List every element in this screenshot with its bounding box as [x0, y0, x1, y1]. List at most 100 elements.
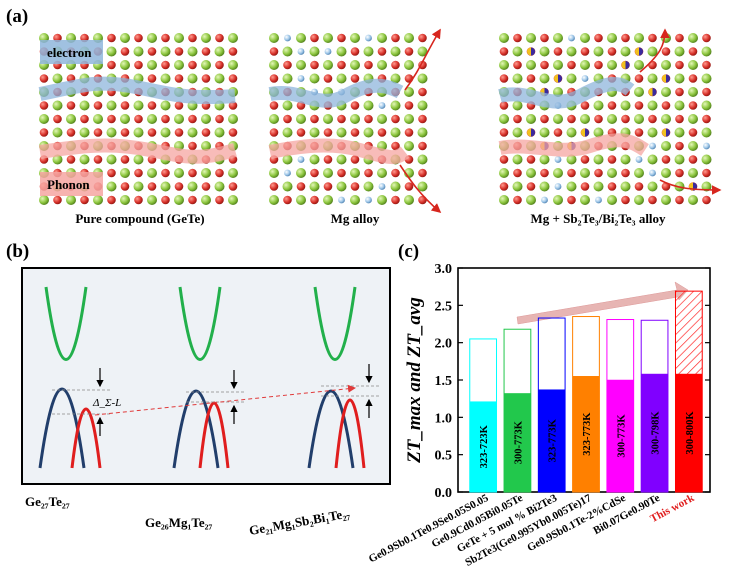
ge-atom — [594, 33, 603, 43]
ge-atom — [188, 168, 197, 178]
mg-atom — [541, 196, 548, 204]
lattice-panel-pure: electron Phonon — [38, 33, 238, 205]
conduction-band — [178, 286, 222, 361]
te-atom — [147, 60, 157, 70]
te-atom — [701, 46, 712, 57]
ge-atom — [66, 155, 76, 164]
te-atom — [647, 154, 658, 165]
ge-atom — [688, 155, 698, 164]
ge-atom — [702, 60, 711, 70]
te-atom — [404, 87, 414, 97]
ge-atom — [161, 33, 170, 43]
sb-atom — [625, 61, 630, 69]
ge-atom — [134, 114, 143, 124]
te-atom — [187, 46, 198, 57]
ge-atom — [134, 33, 143, 43]
ge-atom — [702, 114, 711, 124]
ge-atom — [228, 47, 238, 56]
te-atom — [336, 46, 347, 57]
ge-atom — [147, 74, 157, 83]
te-atom — [133, 127, 144, 138]
ge-atom — [283, 195, 292, 205]
bi-atom — [621, 61, 626, 69]
te-atom — [553, 168, 563, 178]
te-atom — [269, 114, 279, 124]
te-atom — [309, 46, 320, 57]
ge-atom — [296, 182, 306, 191]
ge-atom — [228, 128, 238, 137]
ge-atom — [634, 128, 644, 137]
ge-atom — [702, 195, 711, 205]
ge-atom — [607, 182, 617, 191]
ge-atom — [418, 141, 427, 151]
te-atom — [282, 46, 293, 57]
te-atom — [417, 181, 428, 192]
L-valence-band — [70, 407, 102, 469]
sb-atom — [639, 47, 643, 56]
ge-atom — [540, 33, 549, 43]
ge-atom — [107, 60, 116, 70]
te-atom — [66, 195, 76, 205]
phonon-legend-box — [40, 172, 103, 196]
te-atom — [688, 168, 698, 178]
te-atom — [133, 154, 144, 165]
te-atom — [661, 195, 671, 205]
ge-atom — [391, 60, 400, 70]
ge-atom — [323, 128, 333, 137]
te-atom — [309, 181, 320, 192]
te-atom — [593, 127, 604, 138]
phonon-legend-label: Phonon — [47, 177, 90, 192]
ge-atom — [634, 182, 644, 191]
sigma-valence-band — [172, 389, 220, 469]
te-atom — [661, 141, 671, 151]
ge-atom — [499, 47, 509, 56]
phonon-path — [268, 138, 410, 164]
te-atom — [647, 100, 658, 111]
te-atom — [269, 168, 279, 178]
ge-atom — [675, 114, 684, 124]
te-atom — [526, 114, 536, 124]
ge-atom — [174, 128, 184, 137]
te-atom — [228, 33, 238, 43]
ge-atom — [675, 195, 684, 205]
te-atom — [336, 181, 347, 192]
te-atom — [688, 33, 698, 43]
ge-atom — [688, 101, 698, 110]
ge-atom — [120, 155, 130, 164]
te-atom — [201, 141, 211, 151]
te-atom — [512, 73, 523, 84]
te-atom — [323, 168, 333, 178]
bar-zt-avg — [640, 373, 669, 493]
composition-2: Ge₂₁Mg₁Sb₂Bi₁Te₂₇ — [248, 505, 351, 537]
te-atom — [553, 87, 563, 97]
ge-atom — [188, 195, 197, 205]
electron-legend-box — [40, 40, 103, 64]
te-atom — [201, 60, 211, 70]
te-atom — [620, 46, 631, 57]
ge-atom — [107, 114, 116, 124]
ge-atom — [404, 182, 414, 191]
te-atom — [377, 168, 387, 178]
ge-atom — [607, 101, 617, 110]
te-atom — [566, 127, 577, 138]
ge-atom — [107, 195, 116, 205]
ge-atom — [634, 101, 644, 110]
te-atom — [174, 33, 184, 43]
bar-zt-avg — [538, 389, 566, 493]
te-atom — [539, 73, 550, 84]
ge-atom — [53, 195, 62, 205]
ge-atom — [540, 60, 549, 70]
te-atom — [93, 114, 103, 124]
te-atom — [661, 87, 671, 97]
ge-atom — [391, 141, 400, 151]
te-atom — [79, 127, 90, 138]
te-atom — [512, 100, 523, 111]
te-atom — [282, 73, 293, 84]
te-atom — [607, 60, 617, 70]
lattice-panel-mg-sb-bi — [498, 28, 722, 205]
te-atom — [634, 168, 644, 178]
ge-atom — [269, 47, 279, 56]
te-atom — [566, 46, 577, 57]
te-atom — [363, 181, 374, 192]
te-atom — [688, 60, 698, 70]
